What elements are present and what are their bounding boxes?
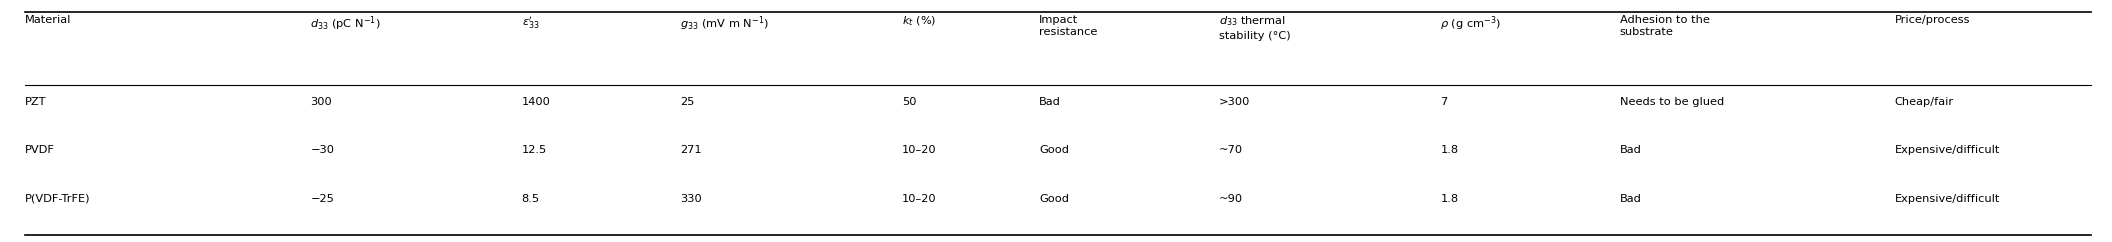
Text: $g_{33}$ (mV m N$^{-1}$): $g_{33}$ (mV m N$^{-1}$)	[680, 15, 769, 33]
Text: Bad: Bad	[1620, 145, 1641, 155]
Text: 271: 271	[680, 145, 701, 155]
Text: Adhesion to the
substrate: Adhesion to the substrate	[1620, 15, 1711, 37]
Text: $\varepsilon^{\prime}_{33}$: $\varepsilon^{\prime}_{33}$	[522, 15, 539, 30]
Text: ~70: ~70	[1219, 145, 1242, 155]
Text: Needs to be glued: Needs to be glued	[1620, 97, 1723, 107]
Text: 1.8: 1.8	[1440, 194, 1459, 204]
Text: Cheap/fair: Cheap/fair	[1894, 97, 1954, 107]
Text: 10–20: 10–20	[902, 145, 936, 155]
Text: $d_{33}$ (pC N$^{-1}$): $d_{33}$ (pC N$^{-1}$)	[310, 15, 380, 33]
Text: Price/process: Price/process	[1894, 15, 1970, 24]
Text: 50: 50	[902, 97, 917, 107]
Text: 7: 7	[1440, 97, 1447, 107]
Text: P(VDF-TrFE): P(VDF-TrFE)	[25, 194, 91, 204]
Text: Good: Good	[1039, 145, 1069, 155]
Text: 1.8: 1.8	[1440, 145, 1459, 155]
Text: 25: 25	[680, 97, 695, 107]
Text: PVDF: PVDF	[25, 145, 55, 155]
Text: 8.5: 8.5	[522, 194, 541, 204]
Text: 1400: 1400	[522, 97, 551, 107]
Text: ~90: ~90	[1219, 194, 1242, 204]
Text: Good: Good	[1039, 194, 1069, 204]
Text: Impact
resistance: Impact resistance	[1039, 15, 1098, 37]
Text: Material: Material	[25, 15, 72, 24]
Text: 10–20: 10–20	[902, 194, 936, 204]
Text: Bad: Bad	[1039, 97, 1060, 107]
Text: PZT: PZT	[25, 97, 46, 107]
Text: Expensive/difficult: Expensive/difficult	[1894, 194, 2000, 204]
Text: 300: 300	[310, 97, 332, 107]
Text: −25: −25	[310, 194, 334, 204]
Text: $k_{t}$ (%): $k_{t}$ (%)	[902, 15, 936, 28]
Text: >300: >300	[1219, 97, 1250, 107]
Text: $\rho$ (g cm$^{-3}$): $\rho$ (g cm$^{-3}$)	[1440, 15, 1502, 33]
Text: $d_{33}$ thermal
stability (°C): $d_{33}$ thermal stability (°C)	[1219, 15, 1290, 41]
Text: 12.5: 12.5	[522, 145, 547, 155]
Text: −30: −30	[310, 145, 334, 155]
Text: Expensive/difficult: Expensive/difficult	[1894, 145, 2000, 155]
Text: Bad: Bad	[1620, 194, 1641, 204]
Text: 330: 330	[680, 194, 701, 204]
